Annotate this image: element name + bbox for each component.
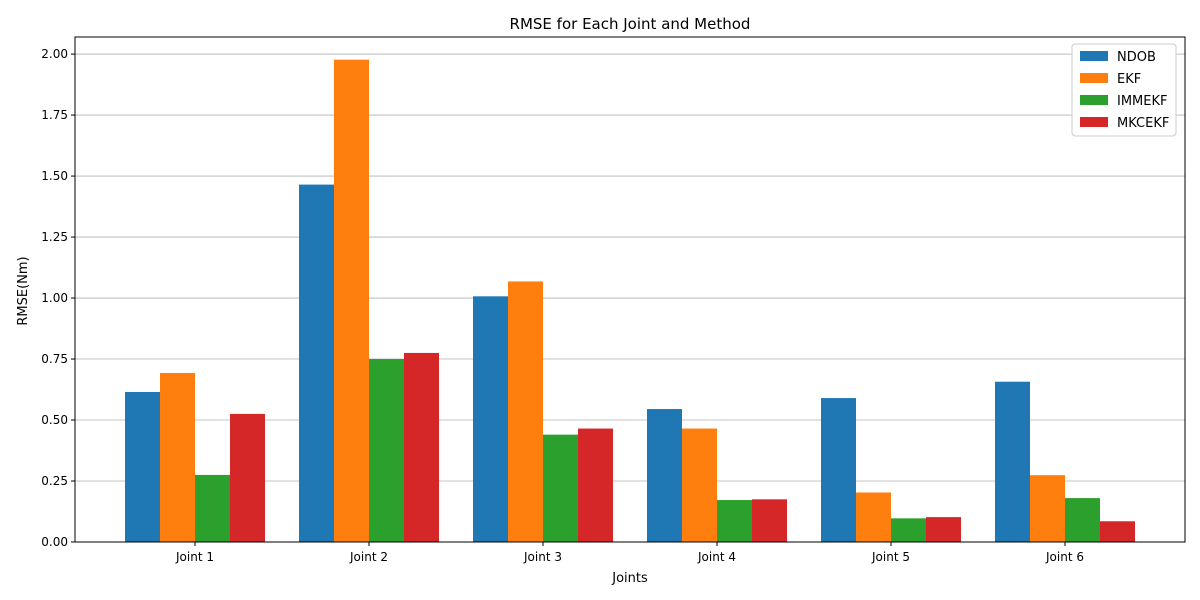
y-tick-label: 1.50	[41, 169, 68, 183]
chart-title: RMSE for Each Joint and Method	[510, 15, 751, 33]
y-tick-label: 1.00	[41, 291, 68, 305]
bar-ekf-joint-5	[856, 492, 891, 542]
y-axis: 0.00 0.25 0.50 0.75 1.00 1.25 1.50 1.75 2.00	[41, 47, 75, 549]
bar-ndob-joint-2	[299, 184, 334, 542]
bar-ndob-joint-5	[821, 398, 856, 542]
legend-label: MKCEKF	[1117, 116, 1169, 131]
bar-mkcekf-joint-1	[230, 413, 265, 542]
bar-ndob-joint-4	[647, 409, 682, 542]
bar-ekf-joint-3	[508, 281, 543, 542]
bar-immekf-joint-6	[1065, 498, 1100, 542]
bar-immekf-joint-5	[891, 518, 926, 542]
bar-ekf-joint-2	[334, 59, 369, 542]
bar-mkcekf-joint-4	[752, 499, 787, 542]
legend-label: IMMEKF	[1117, 94, 1167, 109]
x-tick-label: Joint 6	[1045, 550, 1084, 564]
bar-mkcekf-joint-2	[404, 352, 439, 542]
bar-immekf-joint-1	[195, 474, 230, 542]
x-tick-label: Joint 2	[349, 550, 388, 564]
y-axis-label: RMSE(Nm)	[16, 256, 31, 325]
legend-swatch	[1080, 73, 1108, 83]
bar-immekf-joint-4	[717, 500, 752, 542]
bar-ndob-joint-6	[995, 381, 1030, 542]
bar-immekf-joint-3	[543, 434, 578, 542]
bar-ekf-joint-1	[160, 372, 195, 542]
y-tick-label: 0.25	[41, 474, 68, 488]
legend-swatch	[1080, 51, 1108, 61]
y-tick-label: 0.00	[41, 535, 68, 549]
bar-immekf-joint-2	[369, 359, 404, 542]
y-tick-label: 0.75	[41, 352, 68, 366]
y-tick-label: 1.75	[41, 108, 68, 122]
bar-mkcekf-joint-6	[1100, 521, 1135, 542]
bar-ndob-joint-3	[473, 296, 508, 542]
legend-label: EKF	[1117, 72, 1141, 87]
plot-frame	[74, 36, 1186, 543]
bars	[125, 59, 1135, 542]
legend-swatch	[1080, 95, 1108, 105]
x-tick-label: Joint 3	[523, 550, 562, 564]
legend-box	[1071, 43, 1177, 137]
x-tick-label: Joint 1	[175, 550, 214, 564]
x-tick-label: Joint 5	[871, 550, 910, 564]
x-axis: Joint 1 Joint 2 Joint 3 Joint 4 Joint 5 Joint…	[175, 542, 1084, 564]
bar-ekf-joint-4	[682, 428, 717, 542]
bar-ekf-joint-6	[1030, 475, 1065, 542]
bar-ndob-joint-1	[125, 391, 160, 542]
x-axis-label: Joints	[611, 571, 648, 586]
legend-swatch	[1080, 117, 1108, 127]
legend-label: NDOB	[1117, 50, 1156, 65]
x-tick-label: Joint 4	[697, 550, 736, 564]
y-tick-label: 0.50	[41, 413, 68, 427]
y-tick-label: 1.25	[41, 230, 68, 244]
y-tick-label: 2.00	[41, 47, 68, 61]
bar-mkcekf-joint-5	[926, 517, 961, 542]
bar-mkcekf-joint-3	[578, 428, 613, 542]
legend: NDOB EKF IMMEKF MKCEKF	[1071, 43, 1177, 137]
